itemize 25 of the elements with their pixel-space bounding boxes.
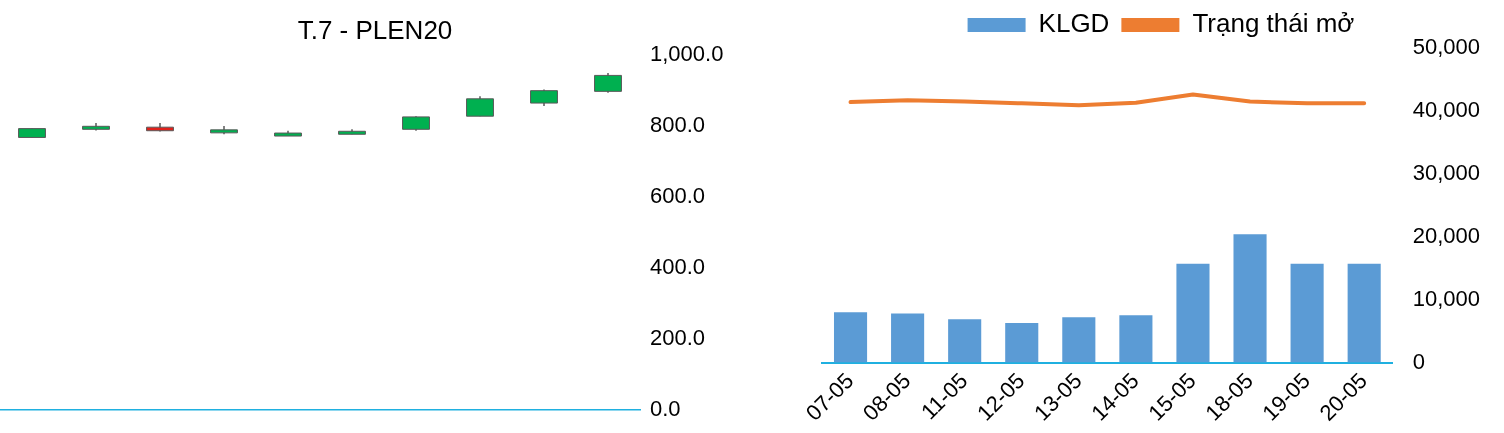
y2-tick-label: 20,000: [1412, 222, 1481, 248]
bar: [1347, 263, 1381, 363]
bar: [1290, 263, 1324, 363]
y2-tick-label: 30,000: [1412, 159, 1481, 185]
chart-title: T.7 - PLEN20: [297, 14, 453, 45]
bar: [891, 313, 925, 363]
bar: [833, 312, 868, 363]
y-tick-label: 600.0: [650, 183, 706, 209]
bar: [1005, 322, 1039, 363]
y-tick-label: 800.0: [650, 112, 706, 138]
bar: [1176, 263, 1210, 363]
bar: [948, 319, 982, 363]
bar: [1062, 317, 1096, 363]
y-tick-label: 200.0: [650, 324, 706, 350]
y-tick-label: 400.0: [650, 254, 706, 280]
y2-tick-label: 50,000: [1412, 34, 1481, 60]
legend-label: KLGD: [1038, 8, 1110, 39]
y2-tick-label: 0: [1412, 348, 1425, 374]
y-tick-label: 1,000.0: [650, 41, 724, 67]
legend-label: Trạng thái mở: [1192, 8, 1355, 39]
bar: [1233, 234, 1267, 363]
bar: [1119, 315, 1153, 363]
y2-tick-label: 40,000: [1412, 96, 1481, 122]
y2-tick-label: 10,000: [1412, 285, 1481, 311]
y-tick-label: 0.0: [650, 395, 681, 421]
